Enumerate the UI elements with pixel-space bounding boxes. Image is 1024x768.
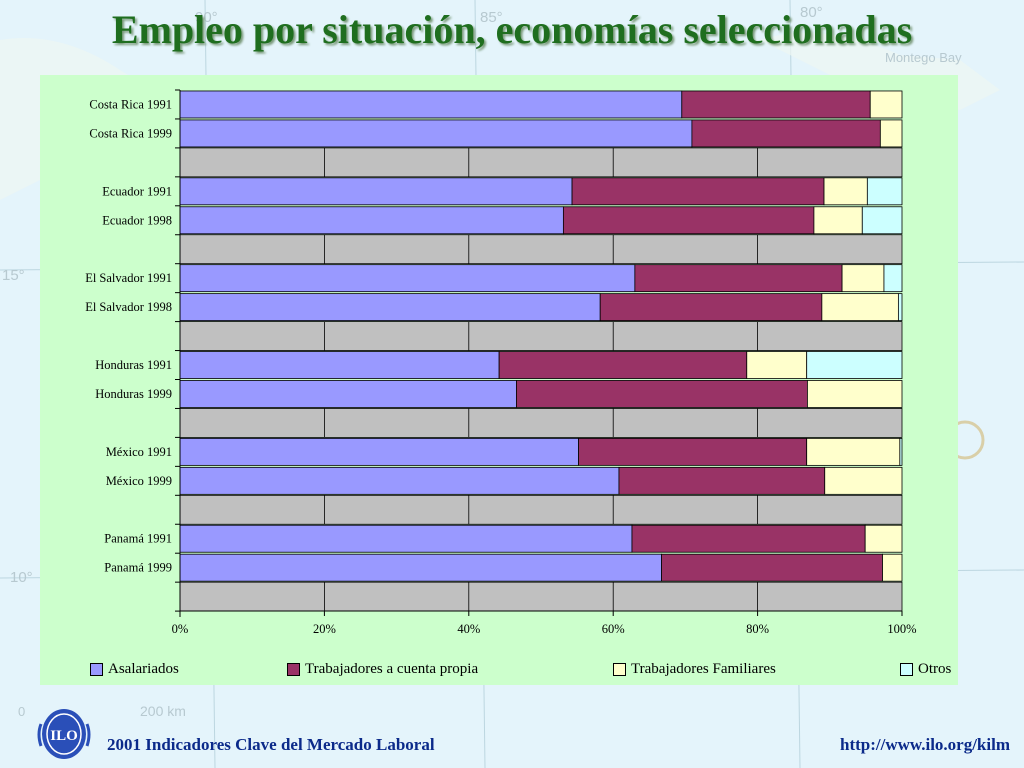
category-label: México 1999 (106, 474, 172, 488)
bar-segment-trabajadores-familiares (869, 90, 903, 119)
x-tick-label: 100% (887, 622, 916, 636)
chart-legend: Asalariados Trabajadores a cuenta propia T… (40, 661, 958, 681)
bar-segment-trabajadores-familiares (882, 553, 903, 582)
bar-segment-trabajadores-a-cuenta-propia (661, 553, 883, 582)
legend-swatch (900, 663, 913, 676)
bar-segment-trabajadores-familiares (841, 264, 885, 293)
bar-segment-asalariados (179, 119, 693, 148)
category-label: Ecuador 1998 (102, 213, 172, 227)
legend-label: Otros (918, 661, 952, 677)
bar-segment-trabajadores-familiares (864, 524, 903, 553)
category-label: Honduras 1991 (95, 358, 172, 372)
legend-label: Asalariados (108, 661, 179, 677)
bar-segment-trabajadores-a-cuenta-propia (634, 264, 843, 293)
bar-segment-trabajadores-a-cuenta-propia (691, 119, 881, 148)
legend-item: Trabajadores a cuenta propia (287, 661, 478, 678)
stacked-bar-chart: Costa Rica 1991 Costa Rica 1999 Ecuador 19… (85, 89, 917, 636)
x-tick-label: 0% (172, 622, 189, 636)
category-label: Panamá 1999 (104, 561, 172, 575)
gap-row (179, 321, 903, 351)
chart-panel: Costa Rica 1991 Costa Rica 1999 Ecuador 19… (40, 75, 958, 685)
bar-segment-trabajadores-a-cuenta-propia (498, 351, 748, 379)
bar-segment-otros (866, 177, 903, 206)
bar-segment-asalariados (179, 524, 633, 553)
gap-row (179, 234, 903, 265)
gap-row (179, 408, 903, 438)
x-tick-label: 60% (602, 622, 625, 636)
bar-segment-trabajadores-familiares (823, 177, 868, 206)
legend-label: Trabajadores a cuenta propia (305, 661, 479, 677)
bar-segment-trabajadores-a-cuenta-propia (599, 293, 823, 322)
category-label: Costa Rica 1999 (89, 126, 172, 140)
category-label: Honduras 1999 (95, 387, 172, 401)
category-label: El Salvador 1991 (85, 271, 172, 285)
legend-swatch (613, 663, 626, 676)
bar-segment-asalariados (179, 553, 662, 582)
bar-segment-otros (883, 264, 903, 293)
gap-row (179, 581, 903, 612)
bar-segment-asalariados (179, 466, 620, 495)
map-label-90: 90° (195, 9, 218, 26)
map-label-zero: 0 (18, 704, 25, 719)
bar-segment-asalariados (179, 90, 683, 119)
category-label: Ecuador 1991 (102, 184, 172, 198)
map-label-10: 10° (10, 569, 33, 586)
ilo-logo: ILO (37, 709, 91, 759)
bar-segment-trabajadores-familiares (821, 293, 899, 322)
bar-segment-asalariados (179, 206, 564, 235)
legend-item: Otros (900, 661, 951, 678)
bar-segment-asalariados (179, 264, 636, 293)
bar-segment-trabajadores-a-cuenta-propia (571, 177, 825, 206)
legend-label: Trabajadores Familiares (631, 661, 776, 677)
bar-segment-trabajadores-familiares (746, 351, 808, 379)
ilo-logo-text: ILO (50, 728, 78, 744)
category-label: Costa Rica 1991 (89, 97, 172, 111)
x-tick-label: 20% (313, 622, 336, 636)
category-label: México 1991 (106, 445, 172, 459)
bar-segment-otros (806, 351, 903, 379)
x-tick-label: 80% (746, 622, 769, 636)
bar-segment-asalariados (179, 177, 573, 206)
map-label-80: 80° (800, 4, 823, 21)
bar-segment-trabajadores-a-cuenta-propia (618, 466, 826, 495)
bar-segment-otros (861, 206, 903, 235)
map-label-85: 85° (480, 9, 503, 26)
legend-item: Asalariados (90, 661, 179, 678)
category-label: Panamá 1991 (104, 532, 172, 546)
footer-source: 2001 Indicadores Clave del Mercado Labor… (107, 735, 435, 754)
bar-segment-asalariados (179, 437, 579, 466)
bar-segment-otros (899, 437, 903, 466)
legend-item: Trabajadores Familiares (613, 661, 776, 678)
bar-segment-trabajadores-familiares (807, 380, 903, 408)
bar-segment-asalariados (179, 293, 601, 322)
footer-url[interactable]: http://www.ilo.org/kilm (839, 735, 1010, 754)
bar-segment-trabajadores-familiares (824, 466, 903, 495)
map-label-montego-bay: Montego Bay (885, 50, 962, 65)
page-title: Empleo por situación, economías seleccio… (111, 7, 913, 52)
bar-segment-trabajadores-a-cuenta-propia (516, 380, 808, 408)
bar-segment-trabajadores-a-cuenta-propia (631, 524, 866, 553)
bar-segment-otros (897, 293, 903, 322)
bar-segment-trabajadores-a-cuenta-propia (562, 206, 815, 235)
bar-segment-trabajadores-a-cuenta-propia (578, 437, 808, 466)
legend-swatch (90, 663, 103, 676)
bar-segment-trabajadores-familiares (879, 119, 903, 148)
bar-segment-trabajadores-familiares (813, 206, 863, 235)
bar-segment-trabajadores-familiares (806, 437, 901, 466)
category-label: El Salvador 1998 (85, 300, 172, 314)
gap-row (179, 494, 903, 525)
bar-segment-asalariados (179, 351, 500, 379)
legend-swatch (287, 663, 300, 676)
map-label-15: 15° (2, 267, 25, 284)
bar-segment-asalariados (179, 380, 517, 408)
map-label-scale: 200 km (140, 703, 186, 719)
gap-row (179, 147, 903, 178)
bar-segment-trabajadores-a-cuenta-propia (681, 90, 871, 119)
x-tick-label: 40% (457, 622, 480, 636)
